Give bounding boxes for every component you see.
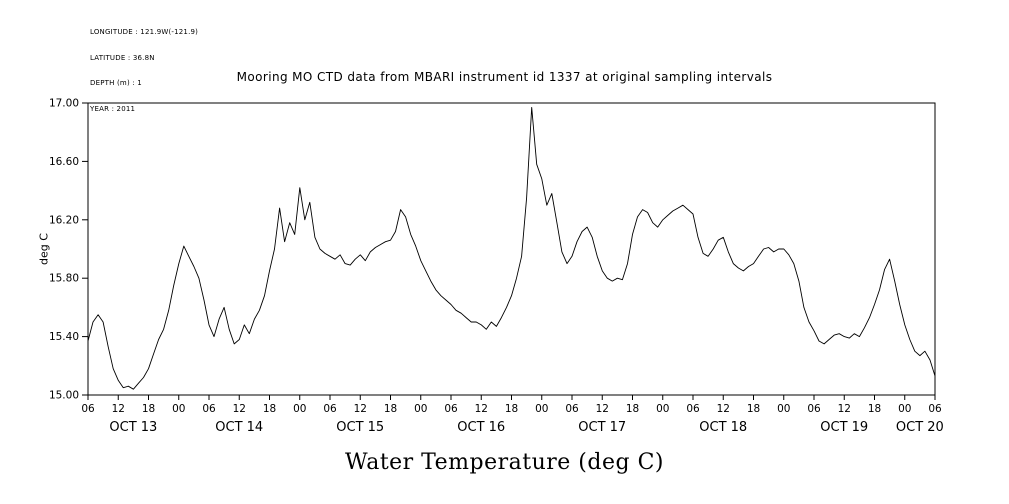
temperature-line xyxy=(87,106,936,390)
x-date-label: OCT 18 xyxy=(699,420,747,435)
x-tick-label: 18 xyxy=(384,403,397,415)
x-date-label: OCT 14 xyxy=(215,420,263,435)
x-tick-label: 12 xyxy=(354,403,367,415)
x-tick-label: 00 xyxy=(414,403,427,415)
x-tick-label: 12 xyxy=(838,403,851,415)
x-tick-label: 06 xyxy=(81,403,95,415)
metadata-latitude: LATITUDE : 36.8N xyxy=(90,53,155,62)
x-axis-title: Water Temperature (deg C) xyxy=(345,450,664,475)
y-tick-label: 17.00 xyxy=(49,98,79,110)
x-date-label: OCT 20 xyxy=(896,420,944,435)
y-axis-title: deg C xyxy=(37,233,51,265)
x-tick-label: 12 xyxy=(112,403,125,415)
x-tick-label: 06 xyxy=(928,403,942,415)
x-tick-label: 18 xyxy=(505,403,518,415)
x-tick-label: 06 xyxy=(323,403,337,415)
x-tick-label: 12 xyxy=(596,403,609,415)
x-tick-label: 12 xyxy=(475,403,488,415)
y-tick-label: 15.80 xyxy=(49,273,79,285)
x-tick-label: 18 xyxy=(626,403,639,415)
x-tick-label: 00 xyxy=(535,403,548,415)
metadata-year: YEAR : 2011 xyxy=(90,104,136,113)
x-tick-label: 06 xyxy=(686,403,700,415)
x-tick-label: 00 xyxy=(777,403,790,415)
x-date-label: OCT 13 xyxy=(109,420,157,435)
x-tick-label: 12 xyxy=(717,403,730,415)
metadata-depth: DEPTH (m) : 1 xyxy=(90,79,142,87)
metadata-block: LONGITUDE : 121.9W(-121.9) LATITUDE : 36… xyxy=(90,11,198,130)
x-tick-label: 06 xyxy=(444,403,458,415)
x-tick-label: 18 xyxy=(142,403,155,415)
y-tick-label: 15.00 xyxy=(49,390,79,402)
x-tick-label: 06 xyxy=(565,403,579,415)
plot-frame xyxy=(87,102,936,396)
x-tick-label: 00 xyxy=(293,403,306,415)
x-tick-label: 00 xyxy=(172,403,185,415)
y-tick-label: 15.40 xyxy=(49,331,79,343)
x-tick-label: 06 xyxy=(807,403,821,415)
x-tick-label: 18 xyxy=(263,403,276,415)
x-tick-label: 12 xyxy=(233,403,246,415)
x-tick-label: 06 xyxy=(202,403,216,415)
x-tick-label: 18 xyxy=(747,403,760,415)
x-date-label: OCT 16 xyxy=(457,420,505,435)
y-tick-label: 16.20 xyxy=(49,214,79,226)
x-date-label: OCT 17 xyxy=(578,420,626,435)
y-tick-label: 16.60 xyxy=(49,156,79,168)
x-date-label: OCT 19 xyxy=(820,420,868,435)
x-tick-label: 00 xyxy=(898,403,911,415)
x-tick-label: 00 xyxy=(656,403,669,415)
metadata-longitude: LONGITUDE : 121.9W(-121.9) xyxy=(90,28,199,36)
chart-title: Mooring MO CTD data from MBARI instrumen… xyxy=(236,70,773,84)
x-date-label: OCT 15 xyxy=(336,420,384,435)
x-tick-label: 18 xyxy=(868,403,881,415)
